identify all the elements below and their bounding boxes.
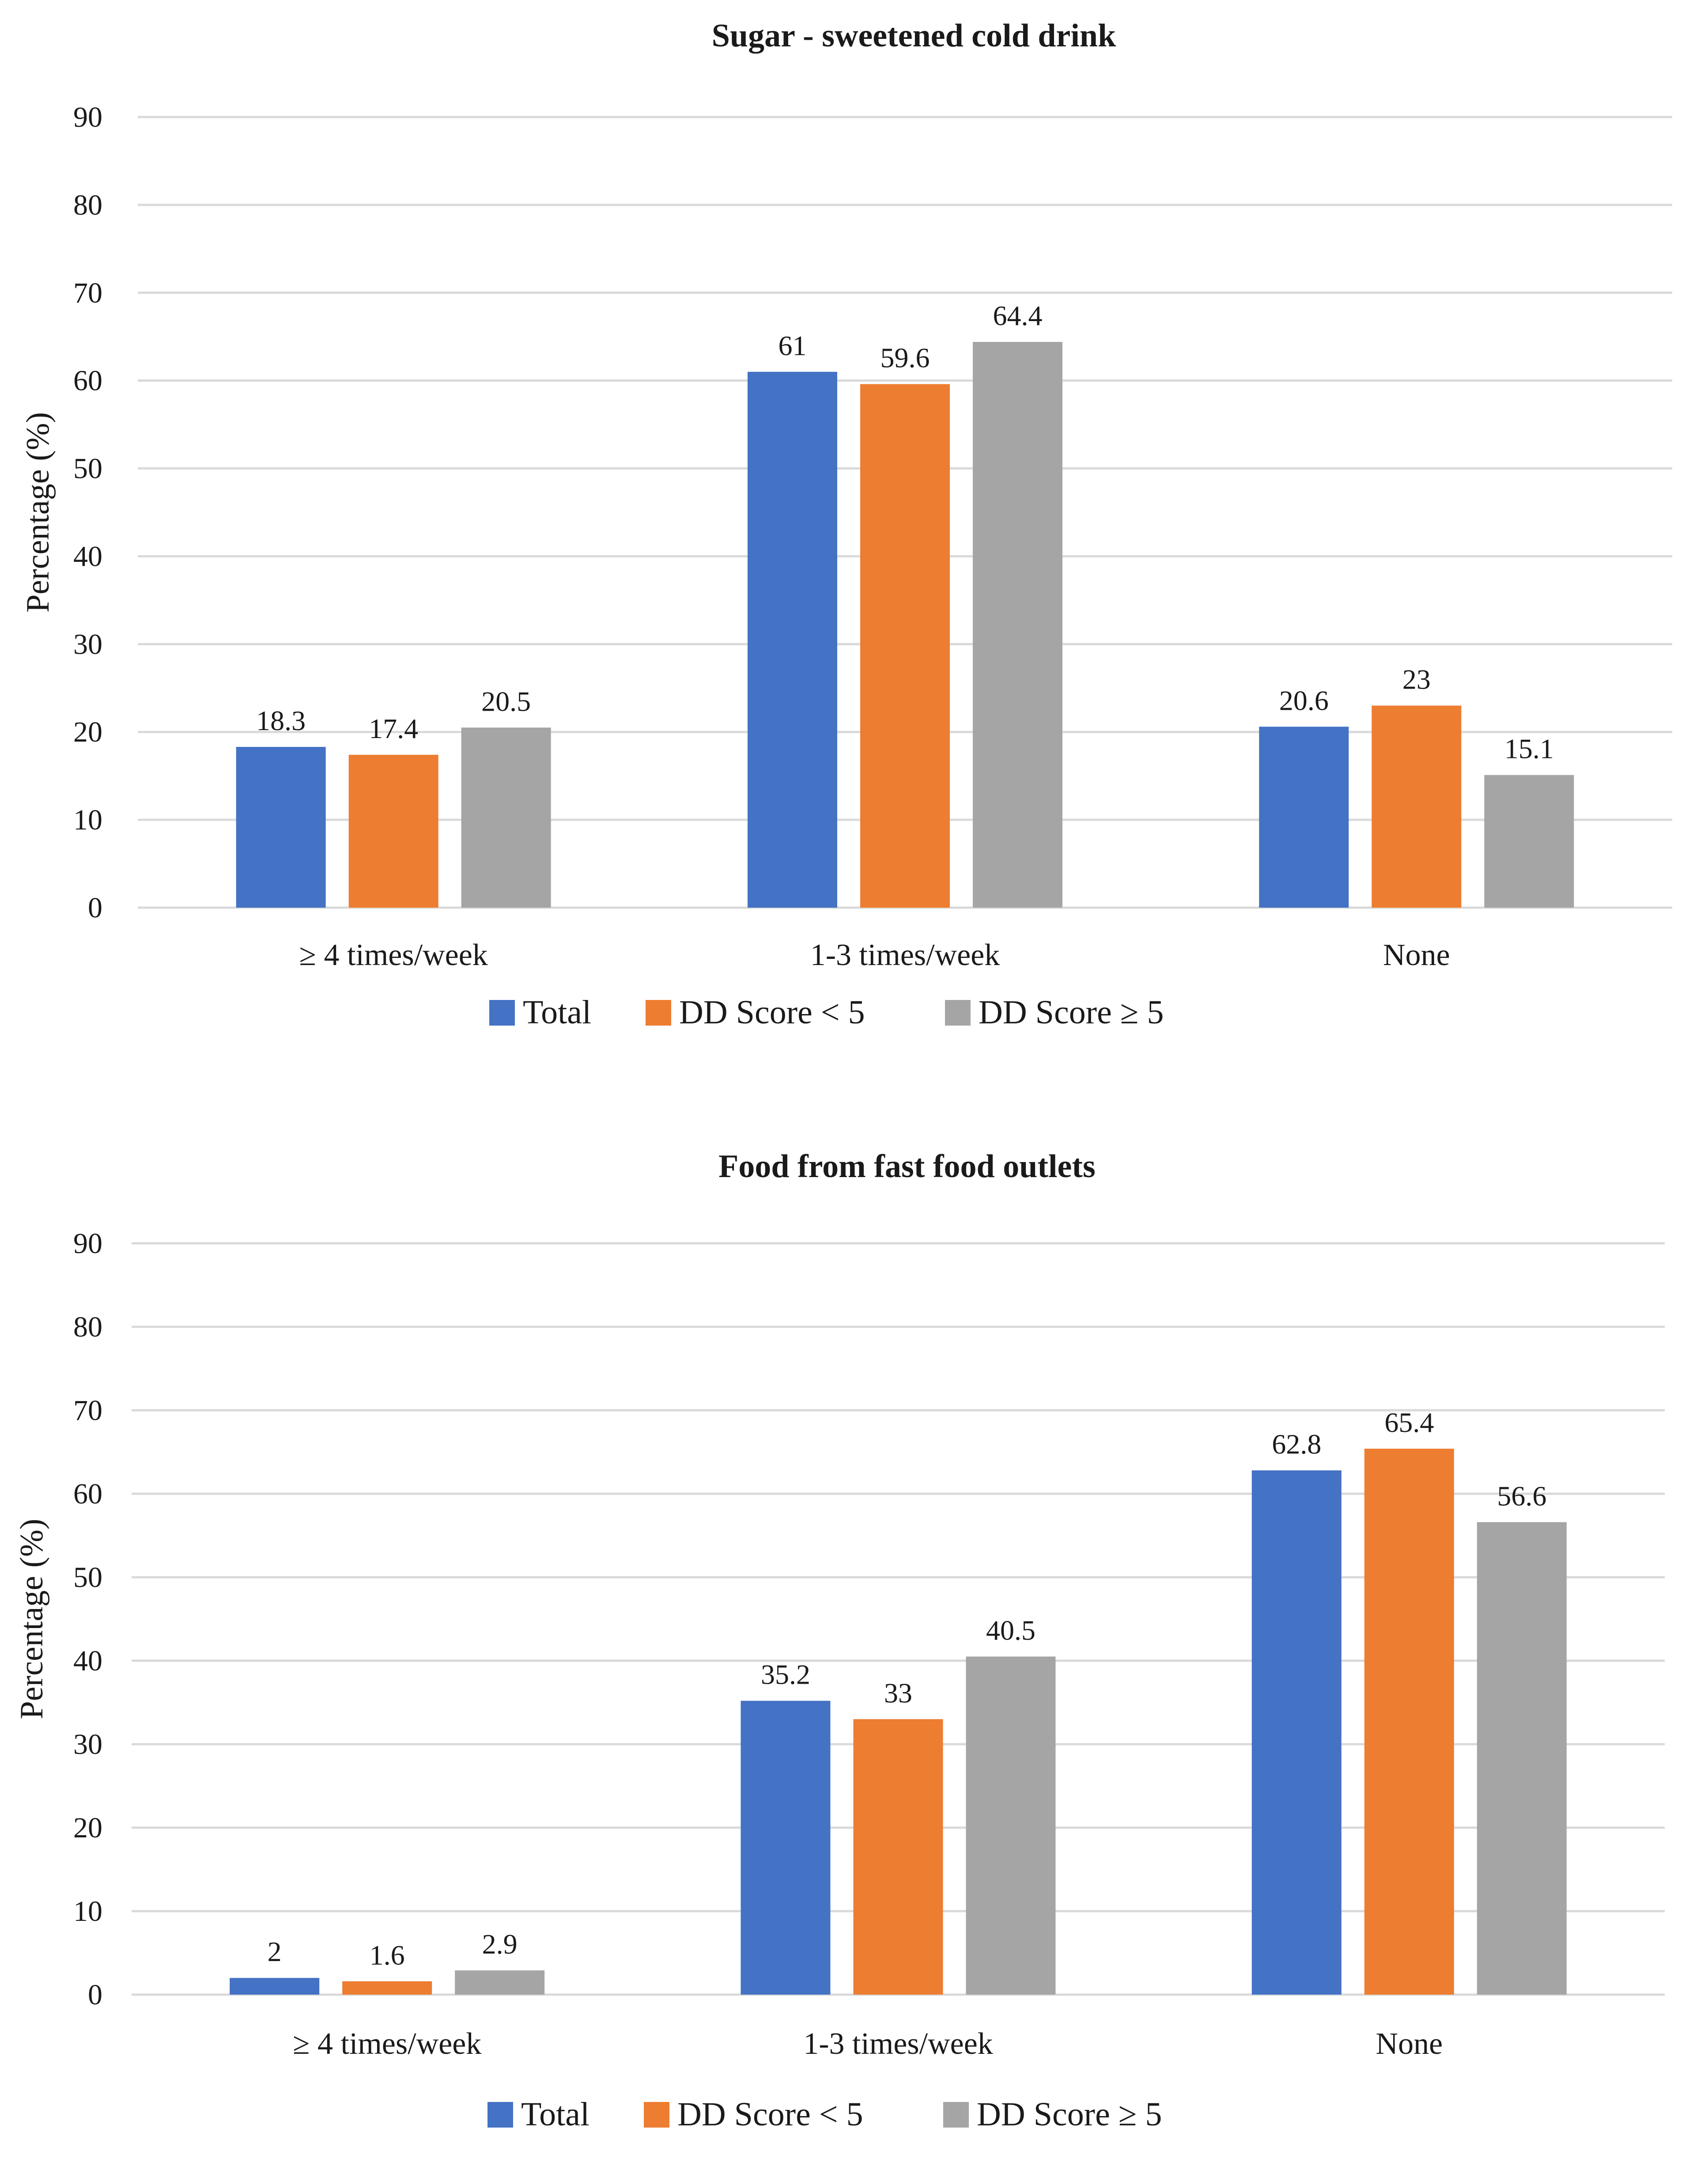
y-tick-label: 10 (73, 1895, 102, 1927)
bar-none-dd-score-gte-5 (1484, 775, 1574, 908)
x-tick-label: ≥ 4 times/week (299, 938, 488, 972)
bar-1-3-times-week-dd-score-lt-5 (860, 384, 950, 908)
y-tick-label: 30 (73, 628, 102, 660)
y-tick-label: 30 (73, 1728, 102, 1761)
legend-label: DD Score < 5 (679, 994, 865, 1031)
bar-none-dd-score-gte-5 (1477, 1522, 1567, 1995)
legend-label: DD Score < 5 (677, 2096, 863, 2133)
legend-item-dd-score-gte-5: DD Score ≥ 5 (945, 994, 1164, 1031)
chart-title: Sugar - sweetened cold drink (712, 18, 1116, 54)
y-tick-label: 90 (73, 101, 102, 133)
legend-item-total: Total (489, 994, 591, 1031)
y-tick-label: 0 (88, 892, 102, 924)
bar-none-dd-score-lt-5 (1372, 705, 1462, 908)
data-label: 40.5 (986, 1615, 1035, 1646)
data-label: 23 (1402, 664, 1431, 695)
legend-swatch (646, 1000, 671, 1026)
bar-gte-4-times-week-total (230, 1978, 320, 1995)
data-label: 61 (778, 330, 807, 361)
bar-1-3-times-week-dd-score-gte-5 (973, 342, 1062, 908)
y-tick-label: 70 (73, 1394, 102, 1427)
data-label: 2.9 (482, 1928, 518, 1960)
legend-label: DD Score ≥ 5 (979, 994, 1164, 1031)
x-tick-label: ≥ 4 times/week (293, 2027, 481, 2061)
y-tick-label: 50 (73, 1561, 102, 1594)
x-tick-label: 1-3 times/week (810, 938, 1000, 972)
y-tick-label: 40 (73, 1645, 102, 1677)
legend-label: DD Score ≥ 5 (977, 2096, 1162, 2133)
legend-item-total: Total (487, 2096, 589, 2133)
bar-gte-4-times-week-dd-score-gte-5 (461, 727, 551, 908)
data-label: 18.3 (256, 705, 306, 736)
bar-none-total (1259, 727, 1349, 908)
data-label: 1.6 (370, 1939, 405, 1971)
bar-none-total (1251, 1470, 1341, 1995)
data-label: 20.6 (1279, 685, 1329, 716)
bar-1-3-times-week-total (741, 1700, 831, 1995)
chart-title: Food from fast food outlets (718, 1148, 1096, 1185)
x-tick-label: None (1383, 938, 1450, 972)
legend-item-dd-score-gte-5: DD Score ≥ 5 (943, 2096, 1162, 2133)
y-tick-label: 60 (73, 365, 102, 397)
data-label: 64.4 (993, 300, 1043, 331)
data-label: 17.4 (369, 713, 418, 744)
bar-gte-4-times-week-dd-score-lt-5 (342, 1981, 432, 1995)
x-tick-label: 1-3 times/week (803, 2027, 993, 2061)
data-label: 59.6 (880, 342, 930, 374)
bar-none-dd-score-lt-5 (1364, 1448, 1454, 1995)
bar-gte-4-times-week-dd-score-gte-5 (455, 1970, 545, 1995)
data-label: 62.8 (1272, 1428, 1321, 1460)
y-tick-label: 20 (73, 716, 102, 748)
y-axis-title: Percentage (%) (20, 412, 56, 613)
y-tick-label: 40 (73, 540, 102, 572)
data-label: 33 (884, 1677, 912, 1708)
bar-gte-4-times-week-dd-score-lt-5 (348, 754, 438, 908)
legend-item-dd-score-lt-5: DD Score < 5 (646, 994, 865, 1031)
y-tick-label: 70 (73, 277, 102, 309)
legend-swatch (943, 2102, 969, 2128)
bar-1-3-times-week-total (748, 371, 837, 908)
y-tick-label: 80 (73, 1311, 102, 1343)
data-label: 15.1 (1504, 733, 1554, 765)
x-tick-label: None (1376, 2027, 1443, 2061)
legend-swatch (487, 2102, 513, 2128)
y-axis-title: Percentage (%) (14, 1518, 50, 1719)
legend-swatch (644, 2102, 669, 2128)
data-label: 65.4 (1384, 1407, 1434, 1438)
y-tick-label: 20 (73, 1812, 102, 1844)
bar-gte-4-times-week-total (236, 747, 326, 908)
legend-label: Total (523, 994, 591, 1031)
chart-food-from-fast-food-outlets: Food from fast food outlets 0 10 20 30 40 50 60… (14, 1148, 1665, 2133)
bar-1-3-times-week-dd-score-lt-5 (853, 1719, 943, 1995)
chart-sugar-sweetened-cold-drink: Sugar - sweetened cold drink 0 10 20 30 40 50 6… (20, 18, 1672, 1031)
y-tick-label: 0 (88, 1979, 102, 2011)
data-label: 35.2 (761, 1659, 810, 1690)
y-tick-label: 90 (73, 1227, 102, 1260)
data-label: 56.6 (1497, 1480, 1546, 1511)
y-tick-label: 80 (73, 189, 102, 221)
legend-label: Total (521, 2096, 589, 2133)
data-label: 2 (268, 1936, 282, 1967)
legend-item-dd-score-lt-5: DD Score < 5 (644, 2096, 863, 2133)
bar-1-3-times-week-dd-score-gte-5 (966, 1656, 1056, 1995)
legend-swatch (945, 1000, 971, 1026)
y-tick-label: 50 (73, 453, 102, 485)
y-tick-label: 10 (73, 804, 102, 836)
legend-swatch (489, 1000, 515, 1026)
y-tick-label: 60 (73, 1478, 102, 1510)
data-label: 20.5 (481, 685, 531, 717)
